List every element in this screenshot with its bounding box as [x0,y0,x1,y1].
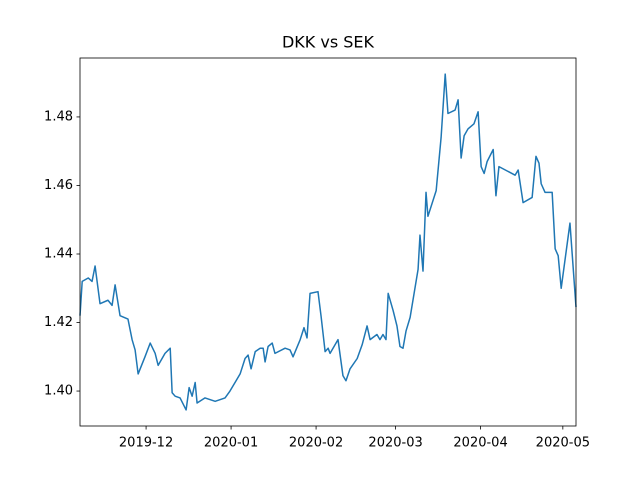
line [79,73,577,411]
y-tick-label: 1.46 [44,178,73,193]
plot-frame [79,57,577,427]
y-tick-label: 1.42 [44,315,73,330]
x-tick-label: 2019-12 [119,436,173,451]
x-tick-label: 2020-02 [289,436,343,451]
chart-title: DKK vs SEK [282,33,375,52]
y-tick-label: 1.40 [44,384,73,399]
x-tick-label: 2020-05 [536,436,590,451]
x-tick-label: 2020-01 [204,436,258,451]
y-tick-label: 1.48 [44,109,73,124]
y-tick-label: 1.44 [44,246,73,261]
x-tick-label: 2020-03 [368,436,422,451]
x-tick-label: 2020-04 [453,436,507,451]
